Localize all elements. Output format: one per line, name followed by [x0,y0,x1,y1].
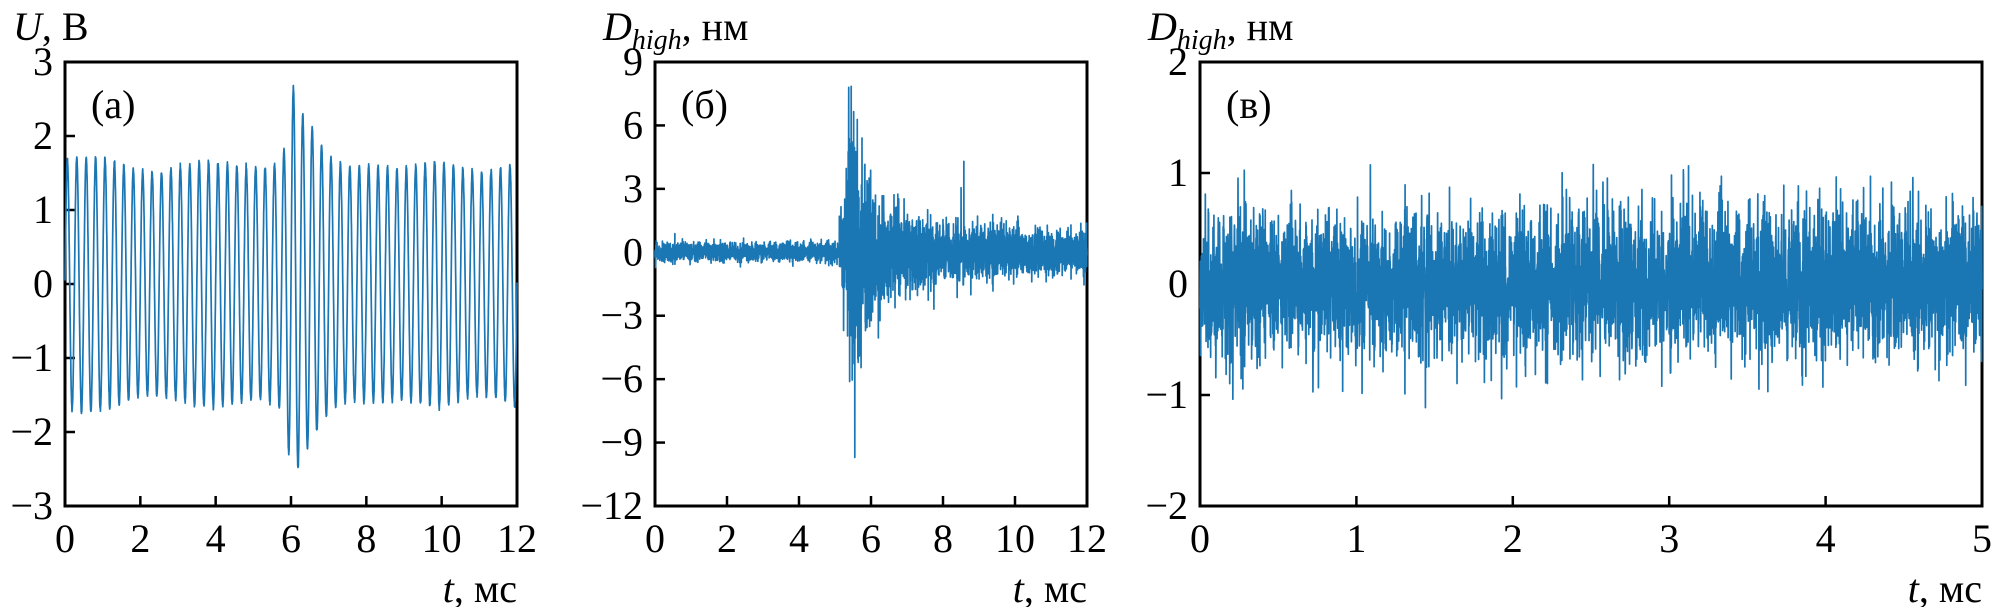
x-tick-label: 2 [717,516,737,561]
x-tick-label: 0 [1190,516,1210,561]
axis-tick-labels-c: 0 1 2 3 4 5 2 1 0 −1 −2 [1145,39,1992,561]
y-tick-label: 9 [623,39,643,84]
y-tick-label: −9 [600,420,643,465]
y-tick-label: 3 [623,166,643,211]
y-tick-label: −6 [600,356,643,401]
axis-tick-labels-b: 0 2 4 6 8 10 12 9 6 3 0 −3 −6 −9 −12 [580,39,1107,561]
waveform-path-b [654,85,1088,459]
x-axis-label-b: t, мс [1013,566,1087,607]
x-tick-label: 12 [497,516,537,561]
y-tick-label: 0 [33,261,53,306]
axis-ticks-c [1198,60,1984,508]
x-tick-label: 10 [422,516,462,561]
y-tick-label: −12 [580,483,643,528]
x-tick-label: 0 [55,516,75,561]
y-tick-label: 2 [33,113,53,158]
y-tick-label: 6 [623,102,643,147]
x-tick-label: 8 [356,516,376,561]
x-tick-label: 5 [1972,516,1992,561]
y-axis-label-b: Dhigh, нм [602,4,748,56]
x-tick-label: 4 [1816,516,1836,561]
x-tick-label: 1 [1346,516,1366,561]
y-axis-label-c: Dhigh, нм [1147,4,1293,56]
panel-a: U, В 0 2 4 6 8 10 12 3 2 1 0 −1 −2 −3 (а) t, мс [0,0,560,607]
y-tick-label: 0 [623,229,643,274]
x-tick-label: 4 [789,516,809,561]
panel-b: Dhigh, нм 0 2 4 6 8 10 12 9 6 3 0 −3 −6 −9 −12 (б) t, … [560,0,1120,607]
panel-c: Dhigh, нм 0 1 2 3 4 5 2 1 0 −1 −2 (в) t, мс [1120,0,2010,607]
x-tick-label: 8 [933,516,953,561]
waveform-path-a [64,84,518,469]
x-tick-label: 3 [1659,516,1679,561]
x-tick-label: 6 [281,516,301,561]
panel-letter-b: (б) [681,82,728,127]
x-tick-label: 6 [861,516,881,561]
x-tick-label: 2 [1503,516,1523,561]
y-tick-label: 0 [1168,261,1188,306]
chart-b-svg: Dhigh, нм 0 2 4 6 8 10 12 9 6 3 0 −3 −6 −9 −12 (б) t, … [580,4,1107,607]
panel-letter-c: (в) [1226,82,1272,127]
y-tick-label: 1 [1168,150,1188,195]
x-tick-label: 0 [645,516,665,561]
x-tick-label: 2 [130,516,150,561]
x-axis-label-c: t, мс [1908,566,1982,607]
x-tick-label: 10 [995,516,1035,561]
x-tick-label: 12 [1067,516,1107,561]
panel-letter-a: (а) [91,82,135,127]
y-axis-label-a: U, В [13,4,89,49]
x-axis-label-a: t, мс [443,566,517,607]
y-tick-label: −1 [10,335,53,380]
waveform-path-c [1199,163,1983,409]
x-tick-label: 4 [206,516,226,561]
y-tick-label: 3 [33,39,53,84]
y-tick-label: −2 [10,409,53,454]
chart-c-svg: Dhigh, нм 0 1 2 3 4 5 2 1 0 −1 −2 (в) t, мс [1145,4,1992,607]
y-tick-label: −2 [1145,483,1188,528]
y-tick-label: −3 [600,293,643,338]
y-tick-label: 1 [33,187,53,232]
y-tick-label: −1 [1145,372,1188,417]
y-tick-label: −3 [10,483,53,528]
y-tick-label: 2 [1168,39,1188,84]
